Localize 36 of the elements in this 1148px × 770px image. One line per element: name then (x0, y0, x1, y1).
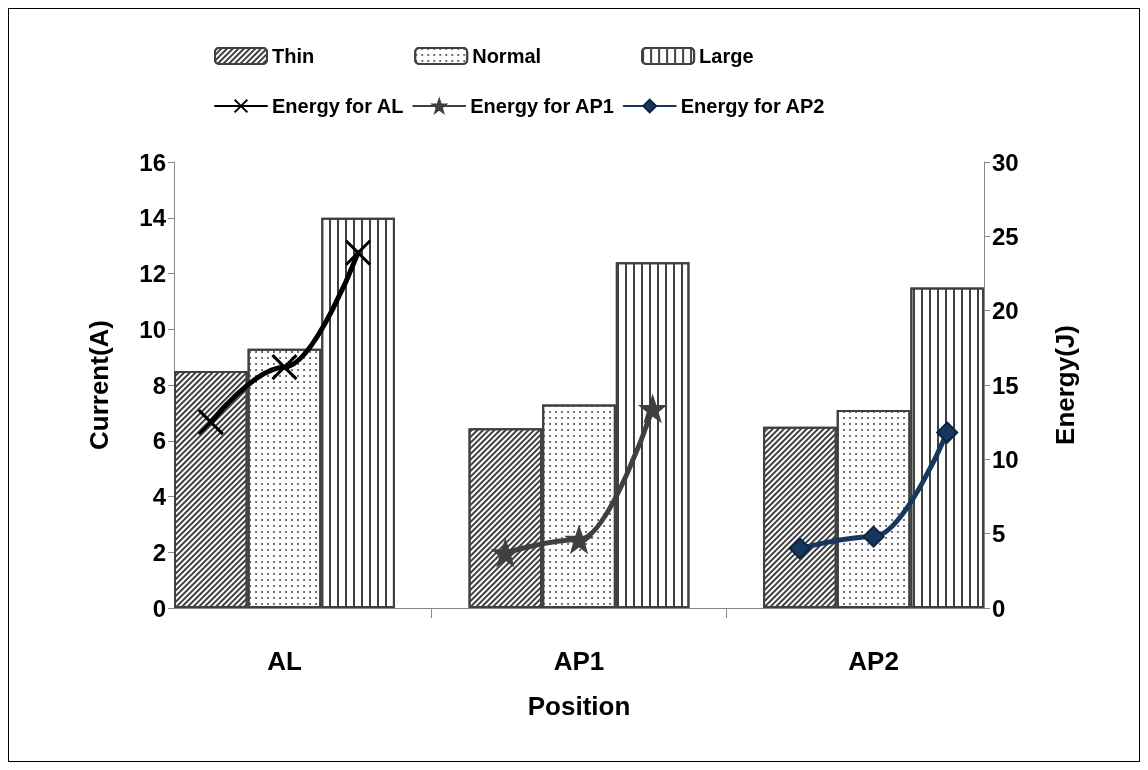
point (344, 239, 372, 267)
y2-tick-label: 0 (992, 594, 1006, 622)
point (936, 421, 959, 444)
y-tick-label: 8 (152, 371, 166, 399)
point (788, 537, 811, 560)
y-tick-label: 0 (152, 594, 166, 622)
x-tick-label: AP1 (553, 646, 605, 676)
legend-label: Large (699, 45, 754, 67)
y2-tick-label: 5 (992, 520, 1006, 548)
point (638, 393, 668, 424)
x-tick-label: AL (267, 646, 302, 676)
point (197, 408, 225, 436)
y-tick-label: 10 (139, 315, 166, 343)
y2-tick-label: 30 (992, 148, 1019, 176)
legend-label: Thin (272, 45, 315, 67)
legend-label: Energy for AL (272, 95, 404, 117)
y2-tick-label: 15 (992, 371, 1019, 399)
y-axis-title: Current(A) (84, 320, 114, 450)
legend-label: Normal (472, 45, 542, 67)
point (564, 524, 594, 554)
x-axis-title: Position (527, 691, 631, 721)
y2-axis-title: Energy(J) (1050, 325, 1080, 445)
y-tick-label: 14 (139, 204, 167, 232)
y-tick-label: 12 (139, 260, 166, 287)
y-tick-label: 16 (139, 148, 166, 176)
legend-label: Energy for AP1 (470, 95, 614, 117)
y-tick-label: 2 (152, 538, 166, 566)
y2-tick-label: 10 (992, 445, 1019, 473)
y2-tick-label: 20 (992, 297, 1019, 325)
y-tick-label: 6 (152, 427, 166, 455)
point (270, 353, 298, 381)
y2-tick-label: 25 (992, 222, 1019, 250)
point (862, 525, 885, 548)
x-tick-label: AP2 (848, 646, 899, 676)
y-tick-label: 4 (152, 483, 167, 510)
legend-label: Energy for AP2 (680, 95, 825, 117)
